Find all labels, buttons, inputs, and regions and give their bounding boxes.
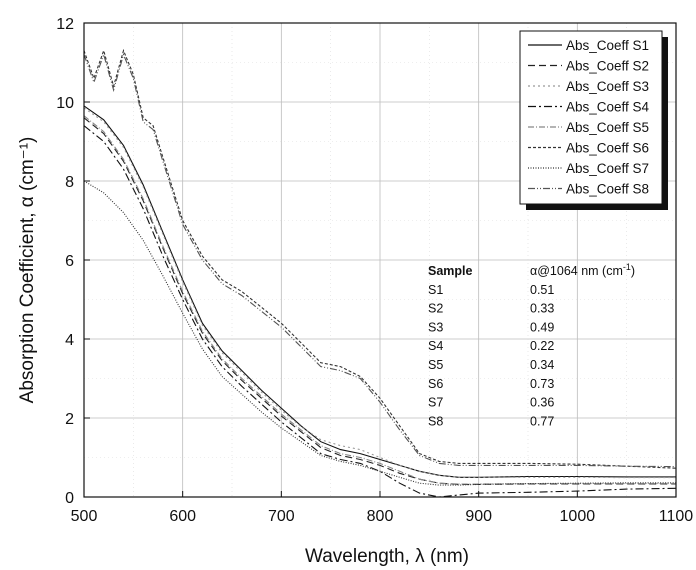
table-value-S5: 0.34 [530, 358, 554, 372]
alpha-table: Sample α@1064 nm (cm-1) S1 0.51 S2 0.33 S3 0.49… [428, 262, 635, 428]
series-line-s8 [83, 52, 677, 468]
x-tick-label: 800 [367, 508, 394, 525]
legend-label-s3: Abs_Coeff S3 [566, 79, 649, 94]
y-axis-title: Absorption Coefficient, α (cm⁻¹) [17, 137, 38, 404]
axis-ticks: 500 600 700 800 900 1000 1100 0 2 4 6 8 10 12 [56, 16, 693, 525]
legend-label-s8: Abs_Coeff S8 [566, 182, 649, 197]
table-sample-S1: S1 [428, 283, 443, 297]
table-value-S8: 0.77 [530, 414, 554, 428]
grid-lines [84, 23, 676, 497]
y-tick-label: 6 [65, 253, 74, 270]
legend-label-s5: Abs_Coeff S5 [566, 120, 649, 135]
x-tick-label: 600 [169, 508, 196, 525]
series-line-s6 [83, 48, 677, 469]
table-value-S6: 0.73 [530, 377, 554, 391]
legend-box [519, 30, 663, 205]
table-header-alpha-text: α@1064 nm (cm [530, 264, 623, 278]
table-value-S4: 0.22 [530, 339, 554, 353]
table-header-alpha: α@1064 nm (cm-1) [530, 262, 635, 278]
y-tick-label: 2 [65, 411, 74, 428]
y-tick-label: 12 [56, 16, 74, 33]
legend-label-s6: Abs_Coeff S6 [566, 141, 649, 156]
legend-label-s2: Abs_Coeff S2 [566, 59, 649, 74]
table-sample-S4: S4 [428, 339, 443, 353]
y-tick-label: 0 [65, 490, 74, 507]
table-sample-S8: S8 [428, 414, 443, 428]
x-tick-label: 900 [465, 508, 492, 525]
x-tick-label: 1000 [560, 508, 596, 525]
table-value-S2: 0.33 [530, 302, 554, 316]
x-tick-label: 700 [268, 508, 295, 525]
y-tick-label: 10 [56, 95, 74, 112]
y-tick-label: 4 [65, 332, 74, 349]
legend-label-s7: Abs_Coeff S7 [566, 161, 649, 176]
series-line-s7 [83, 180, 676, 486]
table-sample-S5: S5 [428, 358, 443, 372]
x-tick-label: 500 [71, 508, 98, 525]
series-line-s5 [83, 115, 676, 485]
x-tick-label: 1100 [659, 508, 694, 525]
x-axis-title: Wavelength, λ (nm) [305, 546, 469, 567]
table-value-S7: 0.36 [530, 396, 554, 410]
table-header-sample: Sample [428, 264, 473, 278]
series-line-s3 [83, 107, 676, 479]
table-value-S3: 0.49 [530, 320, 554, 334]
table-value-S1: 0.51 [530, 283, 554, 297]
table-header-alpha-close: ) [631, 264, 635, 278]
legend-label-s1: Abs_Coeff S1 [566, 38, 649, 53]
table-sample-S2: S2 [428, 302, 443, 316]
table-sample-S3: S3 [428, 320, 443, 334]
series-line-s2 [83, 117, 676, 485]
table-sample-S6: S6 [428, 377, 443, 391]
table-sample-S7: S7 [428, 396, 443, 410]
table-header-alpha-sup: -1 [623, 262, 631, 272]
y-tick-label: 8 [65, 174, 74, 191]
legend-label-s4: Abs_Coeff S4 [566, 100, 650, 115]
legend: Abs_Coeff S1 Abs_Coeff S2 Abs_Coeff S3 Abs_… [519, 30, 668, 210]
